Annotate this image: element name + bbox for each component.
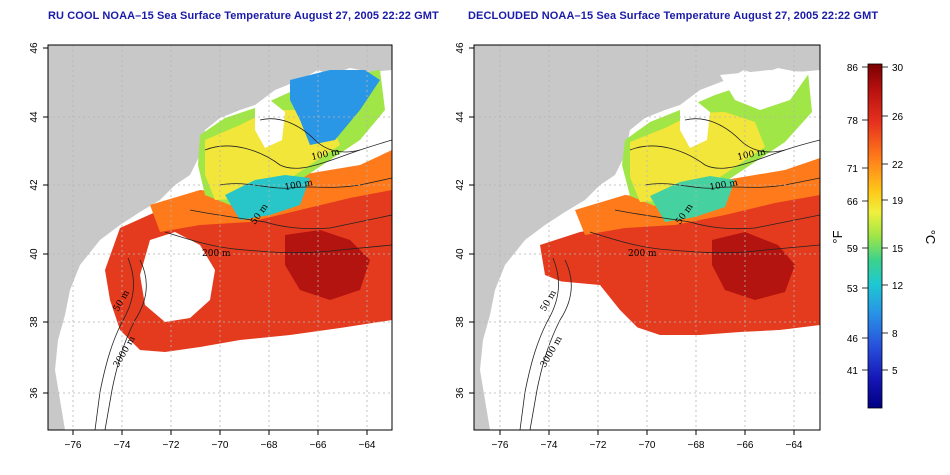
x-tick-label: −66 bbox=[737, 440, 754, 451]
fahrenheit-unit-label: °F bbox=[830, 230, 845, 243]
lat-lon-grid bbox=[474, 45, 820, 430]
fahrenheit-tick: 86 bbox=[847, 63, 859, 74]
right-panel-title: DECLOUDED NOAA–15 Sea Surface Temperatur… bbox=[468, 10, 879, 22]
x-tick-label: −72 bbox=[590, 440, 607, 451]
celsius-tick: 26 bbox=[892, 112, 904, 123]
x-tick-label: −76 bbox=[492, 440, 509, 451]
y-tick-label: 36 bbox=[455, 387, 466, 399]
cloud-patch bbox=[140, 232, 215, 322]
contour-label: 100 m bbox=[284, 178, 314, 193]
fahrenheit-tick: 41 bbox=[847, 366, 859, 377]
y-tick-label: 42 bbox=[29, 179, 40, 191]
y-tick-label: 42 bbox=[455, 179, 466, 191]
celsius-tick: 30 bbox=[892, 63, 904, 74]
x-tick-label: −74 bbox=[114, 440, 131, 451]
y-tick-label: 38 bbox=[29, 316, 40, 328]
celsius-tick: 12 bbox=[892, 281, 904, 292]
fahrenheit-tick: 78 bbox=[847, 116, 859, 127]
y-tick-label: 46 bbox=[29, 42, 40, 54]
sst-cyan-region bbox=[650, 176, 735, 222]
cloud-removed-patch bbox=[500, 280, 820, 430]
y-tick-label: 44 bbox=[29, 111, 40, 123]
colorbar-gradient bbox=[867, 63, 883, 409]
x-tick-label: −70 bbox=[212, 440, 229, 451]
no-data-region bbox=[90, 323, 392, 430]
x-tick-label: −68 bbox=[688, 440, 705, 451]
contour-label: 200 m bbox=[628, 249, 657, 259]
y-tick-label: 38 bbox=[455, 316, 466, 328]
contour-label: 200 m bbox=[202, 249, 231, 259]
sst-hot-core bbox=[285, 230, 370, 300]
y-tick-label: 40 bbox=[29, 248, 40, 260]
land-mass bbox=[474, 45, 820, 430]
cloud-patch bbox=[255, 100, 285, 148]
celsius-unit-label: °C bbox=[923, 230, 938, 245]
left-map-panel: −76 −74 −72 −70 −68 −66 −64 46 44 42 40 … bbox=[29, 42, 393, 451]
celsius-tick: 15 bbox=[892, 244, 904, 255]
fahrenheit-tick: 53 bbox=[847, 284, 859, 295]
sst-cyan-region bbox=[225, 175, 310, 220]
x-tick-label: −68 bbox=[261, 440, 278, 451]
fahrenheit-tick: 46 bbox=[847, 334, 859, 345]
y-tick-label: 46 bbox=[455, 42, 466, 54]
sst-yellow-region bbox=[630, 112, 765, 202]
fahrenheit-tick: 66 bbox=[847, 197, 859, 208]
y-tick-label: 36 bbox=[29, 387, 40, 399]
x-tick-label: −64 bbox=[786, 440, 803, 451]
celsius-tick: 8 bbox=[892, 329, 898, 340]
celsius-tick: 19 bbox=[892, 196, 904, 207]
celsius-tick: 22 bbox=[892, 160, 904, 171]
x-tick-label: −64 bbox=[359, 440, 376, 451]
left-panel-title: RU COOL NOAA–15 Sea Surface Temperature … bbox=[48, 10, 439, 22]
land-mass bbox=[48, 45, 392, 430]
lat-lon-grid bbox=[48, 45, 392, 430]
x-tick-label: −72 bbox=[163, 440, 180, 451]
bathymetry-contours bbox=[519, 118, 820, 430]
sst-cold-region bbox=[290, 70, 380, 145]
right-map-panel: −76 −74 −72 −70 −68 −66 −64 46 44 42 40 … bbox=[455, 42, 821, 451]
y-tick-label: 40 bbox=[455, 248, 466, 260]
x-tick-label: −74 bbox=[541, 440, 558, 451]
x-tick-label: −76 bbox=[65, 440, 82, 451]
x-tick-label: −70 bbox=[639, 440, 656, 451]
cloud-removed-patch bbox=[680, 100, 710, 148]
celsius-tick: 5 bbox=[892, 366, 898, 377]
temperature-colorbar: 86 78 71 66 59 53 46 41 30 26 22 19 15 1… bbox=[830, 63, 938, 409]
bathymetry-contours bbox=[94, 118, 392, 430]
x-tick-label: −66 bbox=[310, 440, 327, 451]
contour-label: 100 m bbox=[709, 178, 739, 193]
fahrenheit-tick: 59 bbox=[847, 244, 859, 255]
cloud-removed-patch bbox=[720, 70, 810, 110]
y-tick-label: 44 bbox=[455, 111, 466, 123]
fahrenheit-tick: 71 bbox=[847, 164, 859, 175]
